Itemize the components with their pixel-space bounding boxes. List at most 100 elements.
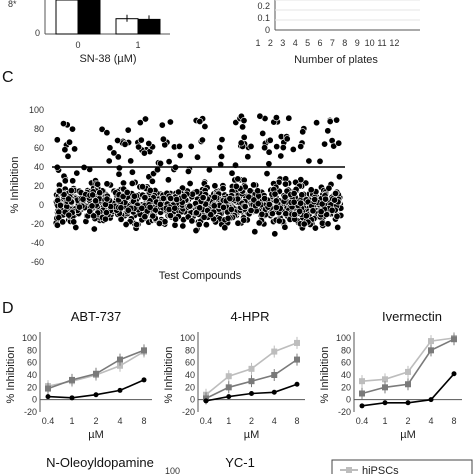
scatter-point	[61, 177, 69, 185]
bar-ytick-0: 0	[35, 28, 40, 38]
abt737-ytick-0: 0	[32, 395, 37, 405]
scatter-points	[52, 112, 345, 238]
4hpr-ytick-40: 40	[185, 370, 195, 380]
plates-xtick-3: 3	[280, 38, 285, 48]
4hpr-ytick-100: 100	[180, 333, 195, 343]
scatter-point	[139, 183, 147, 191]
scatter-point	[148, 177, 156, 185]
scatter-point	[146, 186, 154, 194]
scatter-point	[138, 204, 146, 212]
scatter-point	[98, 125, 106, 133]
scatter-point	[201, 123, 209, 131]
scatter-point	[333, 116, 341, 124]
ivermectin-series-1-point-1	[382, 384, 388, 391]
scatter-point	[137, 136, 145, 144]
4hpr-ylabel: % Inhibition	[163, 347, 175, 404]
abt737-ytick-40: 40	[27, 370, 37, 380]
abt737-ytick-100: 100	[22, 333, 37, 343]
abt737-chart: ABT-737 -20 0 20 40 60 80 100 0.4 1 2 4 8 µM % Inhibi…	[5, 309, 152, 441]
scatter-point	[325, 184, 333, 192]
scatter-point	[136, 119, 144, 127]
scatter-point	[311, 224, 319, 232]
scatter-point	[247, 207, 255, 215]
scatter-point	[285, 114, 293, 122]
scatter-point	[196, 204, 204, 212]
scatter-point	[334, 223, 342, 231]
scatter-point	[309, 207, 317, 215]
abt737-ytick--20: -20	[24, 407, 37, 417]
ivermectin-series-2-point-2	[405, 400, 411, 406]
ivermectin-ytick-40: 40	[341, 370, 351, 380]
ivermectin-series-1-point-3	[428, 347, 434, 354]
scatter-point	[302, 212, 310, 220]
plates-xtick-5: 5	[305, 38, 310, 48]
scatter-point	[65, 195, 73, 203]
scatter-ytick-80: 80	[34, 124, 44, 134]
scatter-ytick-0: 0	[39, 200, 44, 210]
scatter-point	[127, 157, 135, 165]
scatter-point	[202, 221, 210, 229]
scatter-ytick-20: 20	[34, 181, 44, 191]
scatter-point	[124, 206, 132, 214]
plates-xtick-10: 10	[365, 38, 375, 48]
bar-0-s0	[55, 0, 79, 35]
scatter-point	[70, 218, 78, 226]
scatter-point	[198, 136, 206, 144]
ivermectin-series-0-point-0	[359, 378, 365, 385]
ivermectin-series-1-point-2	[405, 381, 411, 388]
ivermectin-xtick-2: 2	[405, 416, 410, 426]
abt737-xtick-1: 1	[69, 416, 74, 426]
ivermectin-series-2-point-3	[428, 397, 434, 403]
scatter-point	[59, 218, 67, 226]
scatter-point	[241, 203, 249, 211]
ivermectin-ytick-80: 80	[341, 345, 351, 355]
scatter-ytick--60: -60	[31, 257, 44, 267]
scatter-point	[128, 179, 136, 187]
ivermectin-xtick-1: 1	[382, 416, 387, 426]
plates-xtick-8: 8	[342, 38, 347, 48]
ivermectin-series-2-point-0	[359, 403, 365, 409]
scatter-point	[211, 182, 219, 190]
abt737-ytick-20: 20	[27, 382, 37, 392]
scatter-point	[59, 120, 67, 128]
scatter-point	[67, 187, 75, 195]
scatter-point	[265, 148, 273, 156]
scatter-point	[114, 137, 122, 145]
4hpr-ytick-80: 80	[185, 345, 195, 355]
scatter-point	[66, 138, 74, 146]
legend-label-hipscs: hiPSCs	[362, 465, 399, 474]
abt737-series-1-point-2	[93, 370, 99, 377]
scatter-point	[115, 170, 123, 178]
scatter-point	[313, 119, 321, 127]
abt737-series-2-point-0	[45, 394, 51, 400]
scatter-point	[101, 215, 109, 223]
scatter-point	[254, 200, 262, 208]
scatter-point	[149, 212, 157, 220]
scatter-point	[297, 143, 305, 151]
4hpr-series-2-point-0	[203, 398, 209, 404]
ivermectin-xtick-4: 4	[428, 416, 433, 426]
4hpr-xtick-8: 8	[294, 416, 299, 426]
plates-ytick-1: 0.1	[257, 13, 270, 23]
scatter-point	[164, 176, 172, 184]
ivermectin-ytick-20: 20	[341, 382, 351, 392]
scatter-point	[156, 200, 164, 208]
scatter-point	[140, 149, 148, 157]
scatter-ytick-40: 40	[34, 162, 44, 172]
4hpr-series-1-point-3	[271, 372, 278, 378]
scatter-point	[234, 175, 242, 183]
scatter-ytick-100: 100	[29, 105, 44, 115]
ivermectin-ylabel: % Inhibition	[319, 347, 331, 404]
scatter-point	[171, 204, 179, 212]
scatter-point	[273, 143, 281, 151]
4hpr-chart: 4-HPR -20 0 20 40 60 80 100 0.4 1 2 4 8 µM % Inhibiti…	[163, 309, 305, 441]
abt737-series-1-point-3	[117, 356, 123, 363]
4hpr-series-0-point-3	[271, 348, 278, 355]
scatter-point	[279, 144, 287, 152]
scatter-point	[256, 112, 264, 120]
scatter-point	[173, 195, 181, 203]
4hpr-series-2-point-3	[271, 389, 277, 395]
4hpr-series-1-point-4	[294, 356, 300, 363]
scatter-point	[266, 136, 274, 144]
scatter-point	[186, 180, 194, 188]
